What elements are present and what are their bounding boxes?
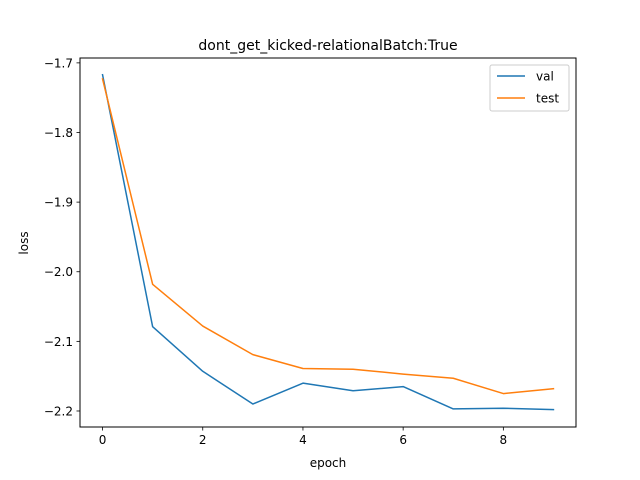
series-line-test — [101, 77, 555, 395]
legend: val test — [489, 64, 570, 112]
x-tick-label: 4 — [299, 433, 307, 447]
y-tick-label: −2.2 — [44, 404, 73, 418]
y-tick-label: −1.8 — [44, 126, 73, 140]
x-tick-label: 6 — [399, 433, 407, 447]
y-axis-label: loss — [17, 231, 31, 254]
legend-label-test: test — [536, 92, 559, 106]
plot-frame — [79, 57, 577, 428]
chart-title: dont_get_kicked-relationalBatch:True — [198, 38, 457, 54]
series-layer — [101, 73, 555, 411]
y-tick-label: −1.7 — [44, 56, 73, 70]
x-tick-label: 2 — [199, 433, 207, 447]
x-tick-label: 8 — [500, 433, 508, 447]
legend-entries: val test — [497, 70, 559, 106]
y-tick-label: −1.9 — [44, 196, 73, 210]
x-tick-label: 0 — [99, 433, 107, 447]
y-tick-label: −2.1 — [44, 335, 73, 349]
series-line-val — [101, 73, 555, 411]
y-tick-label: −2.0 — [44, 265, 73, 279]
legend-label-val: val — [536, 70, 554, 84]
x-axis-label: epoch — [310, 456, 347, 470]
y-axis-ticks: −1.7 −1.8 −1.9 −2.0 −2.1 −2.2 — [44, 56, 80, 418]
x-axis-ticks: 0 2 4 6 8 — [99, 427, 507, 447]
